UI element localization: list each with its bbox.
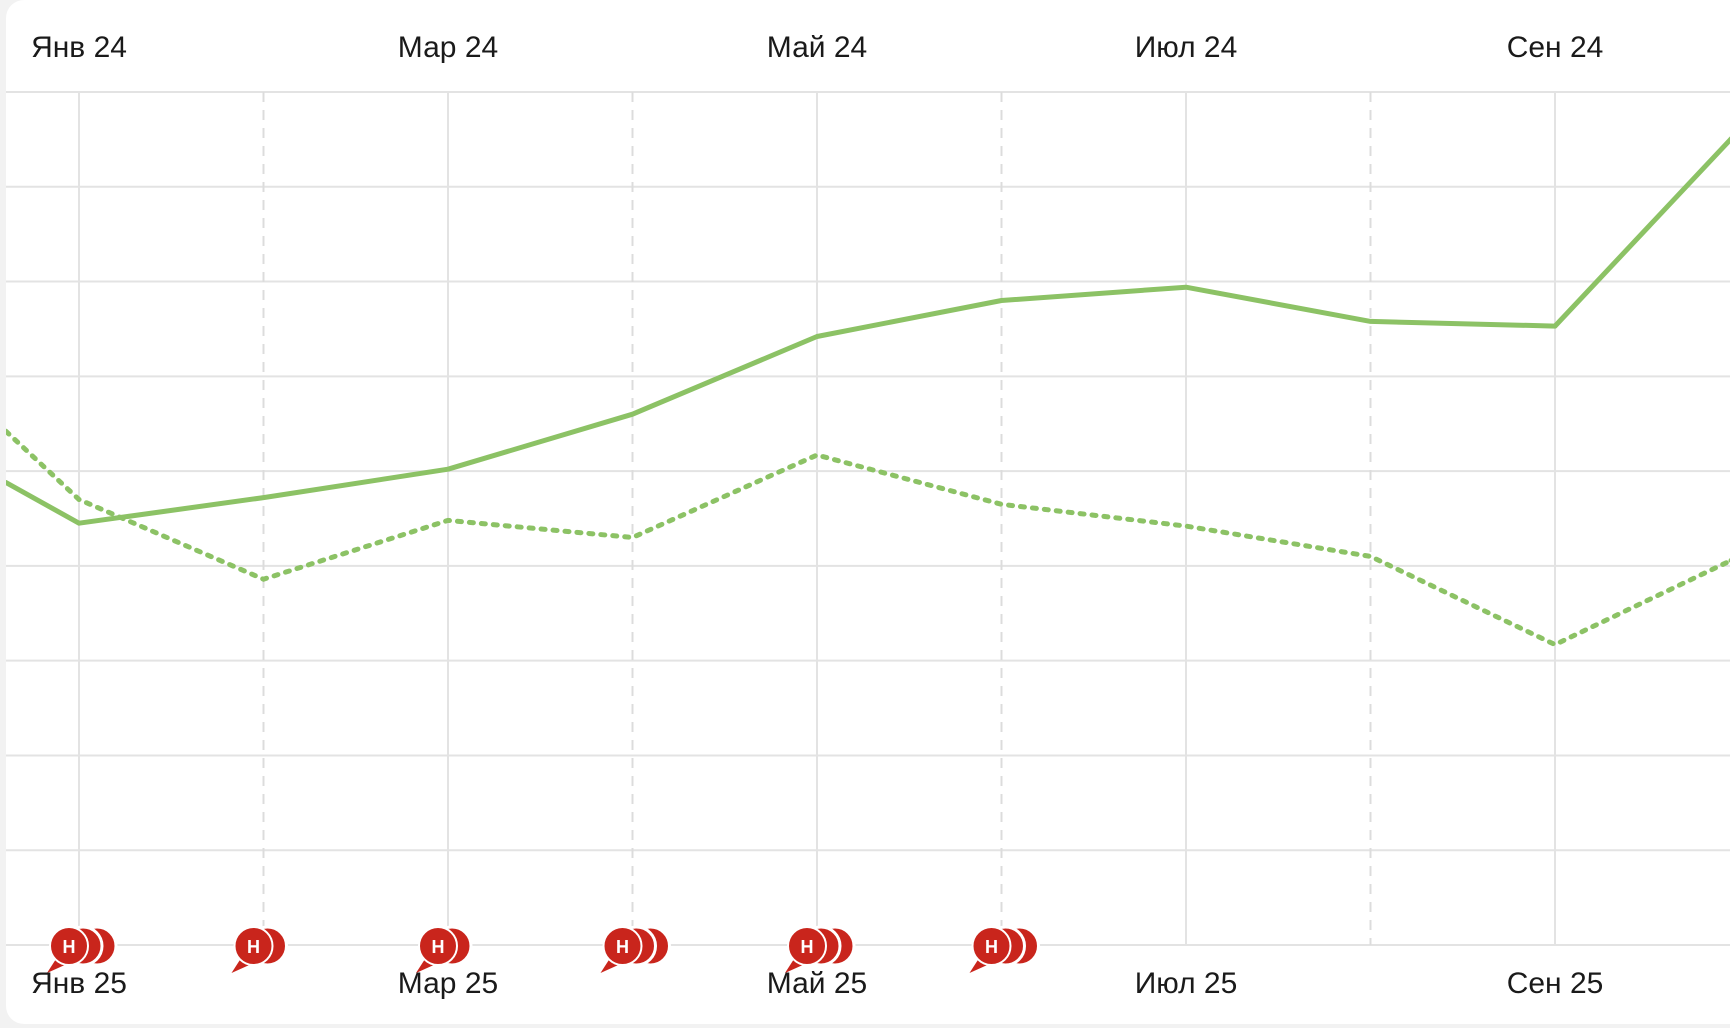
x-tick-label-top: Сен 24: [1507, 31, 1604, 64]
news-marker-letter: Н: [247, 937, 260, 957]
news-marker-letter: Н: [801, 937, 814, 957]
series-line-current: [6, 136, 1730, 526]
x-tick-label-bottom: Сен 25: [1507, 967, 1604, 1000]
x-tick-label-bottom: Мар 25: [398, 967, 498, 1000]
series-line-previous: [6, 428, 1730, 648]
news-marker[interactable]: Н: [47, 925, 118, 973]
news-marker-letter: Н: [985, 937, 998, 957]
x-tick-label-bottom: Май 25: [767, 967, 867, 1000]
news-marker[interactable]: Н: [416, 925, 473, 973]
news-marker-letter: Н: [616, 937, 629, 957]
news-marker-letter: Н: [63, 937, 76, 957]
series-lines: [6, 136, 1730, 648]
tick-labels: Янв 24 Мар 24 Май 24 Июл 24 Сен 24 Янв 25 Мар …: [31, 31, 1603, 1000]
x-tick-label-bottom: Янв 25: [31, 967, 127, 1000]
x-tick-label-bottom: Июл 25: [1135, 967, 1238, 1000]
grid: [6, 91, 1730, 946]
news-marker[interactable]: Н: [969, 925, 1040, 973]
news-marker-circle: [418, 926, 458, 966]
news-marker-letter: Н: [432, 937, 445, 957]
x-tick-label-top: Мар 24: [398, 31, 498, 64]
news-marker-circle: [49, 926, 89, 966]
x-tick-label-top: Май 24: [767, 31, 867, 64]
news-marker[interactable]: Н: [231, 925, 288, 973]
x-tick-label-top: Июл 24: [1135, 31, 1238, 64]
news-marker-circle: [233, 926, 274, 966]
news-marker[interactable]: Н: [785, 925, 856, 973]
news-marker-circle: [602, 926, 643, 966]
news-marker-circle: [787, 926, 827, 966]
x-tick-label-top: Янв 24: [31, 31, 127, 64]
news-marker-circle: [971, 926, 1012, 966]
news-marker[interactable]: Н: [600, 925, 671, 973]
